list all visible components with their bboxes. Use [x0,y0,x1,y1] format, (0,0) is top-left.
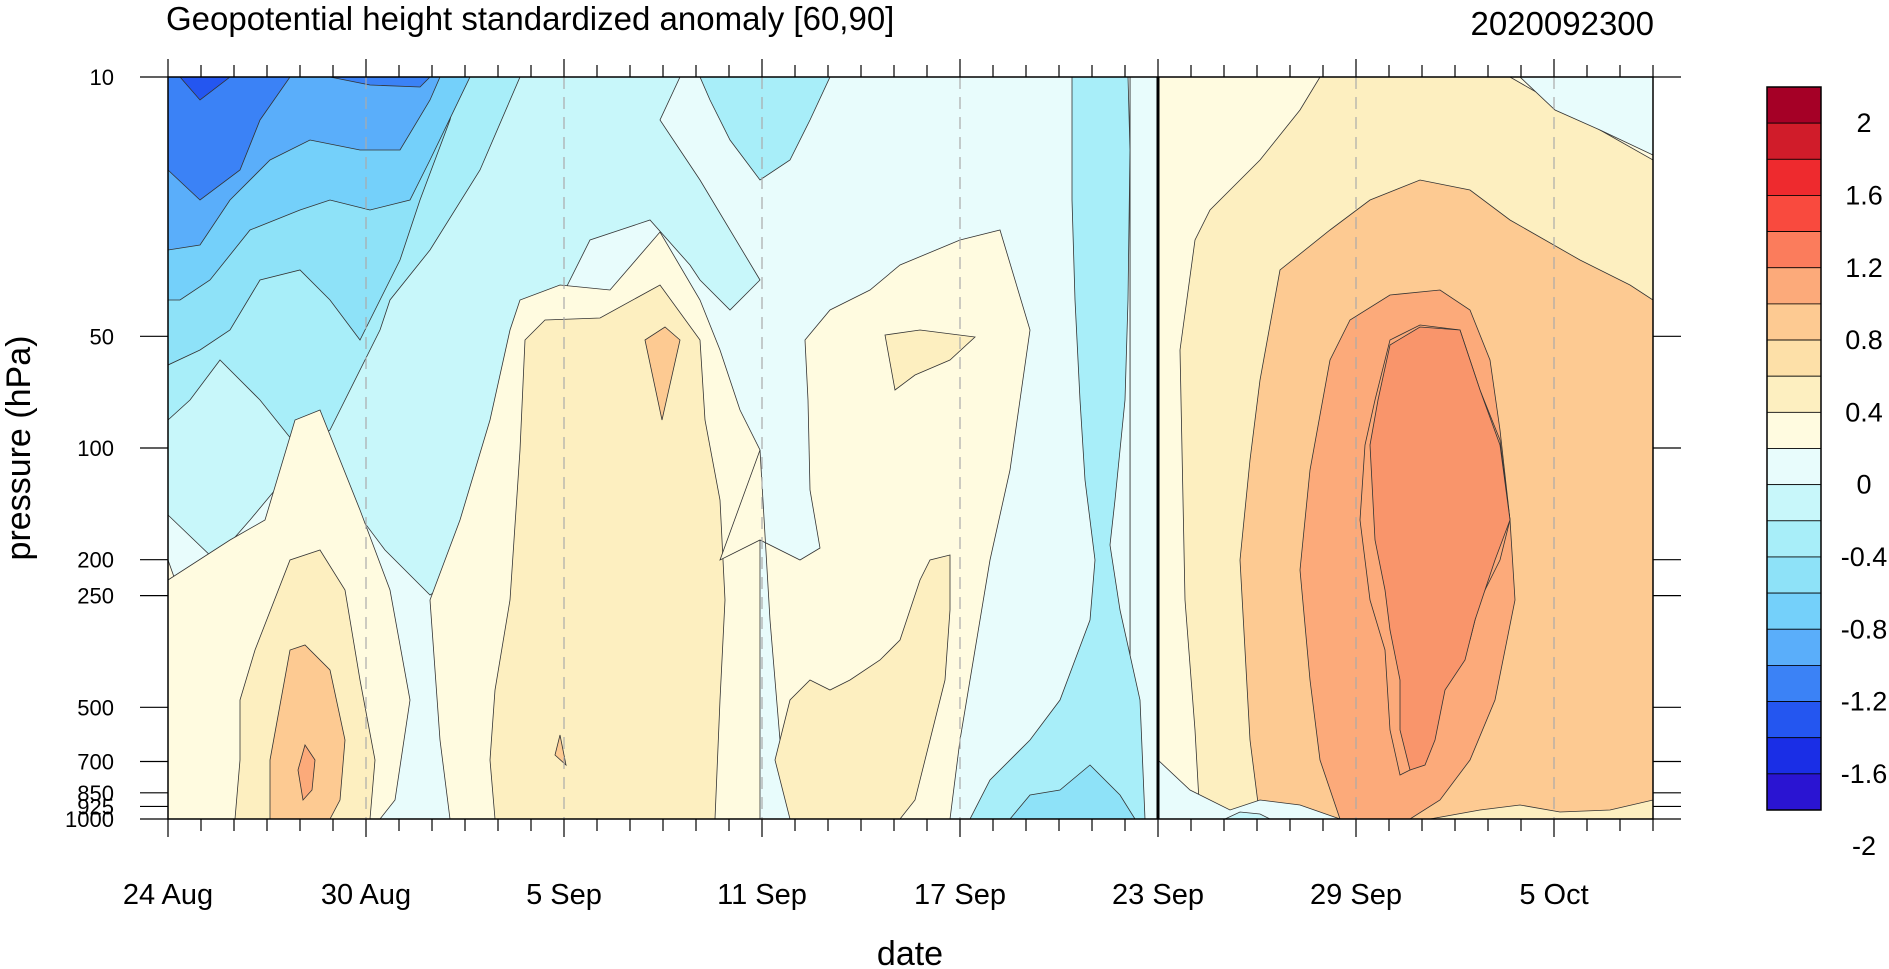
negative-column-fill [969,77,1146,819]
negative-mid-sep-fill [699,77,831,181]
colorbar-label: 0.4 [1845,397,1883,427]
colorbar-frame [1766,86,1822,811]
colorbar-swatch [1766,556,1822,594]
colorbar-label: 1.2 [1845,253,1883,283]
colorbar-swatch [1766,737,1822,775]
colorbar-swatch [1766,231,1822,269]
x-axis-title: date [877,935,943,969]
positive-early-sep-l3-fill [644,326,681,421]
positive-early-sep-l4-fill [554,734,567,767]
colorbar-swatch [1766,339,1822,377]
colorbar-swatch [1766,592,1822,630]
colorbar-swatch [1766,122,1822,160]
y-tick-label: 50 [90,324,114,349]
chart-title: Geopotential height standardized anomaly… [166,0,894,37]
negative-late-sep-bottom-deep-fill [1224,811,1271,819]
y-tick-label: 200 [77,548,114,573]
colorbar-label: -1.2 [1841,687,1888,717]
colorbar-swatch [1766,773,1822,811]
colorbar-swatch [1766,303,1822,341]
date-stamp: 2020092300 [1470,5,1654,42]
colorbar-swatch [1766,195,1822,232]
x-tick-label: 24 Aug [123,879,213,911]
y-tick-label: 700 [77,750,114,775]
y-tick-label: 925 [77,794,114,819]
colorbar-swatch [1766,520,1822,558]
colorbar-label: 0 [1856,470,1871,500]
colorbar-swatch [1766,375,1822,413]
positive-mid-sep-l3-fill [884,329,976,391]
colorbar-label: 0.8 [1845,325,1883,355]
colorbar-swatch [1766,484,1822,522]
x-tick-label: 30 Aug [321,879,411,911]
y-tick-label: 1000 [65,807,114,832]
negative-late-sep-bottom-fill [1157,759,1341,819]
x-tick-label: 29 Sep [1310,879,1402,911]
colorbar-swatch [1766,448,1822,486]
colorbar-label: -1.6 [1841,759,1888,789]
date-grid [365,77,1555,819]
colorbar-label: -0.8 [1841,614,1888,644]
colorbar-swatch [1766,86,1822,124]
colorbar-label: -2 [1852,831,1876,861]
y-tick-label: 250 [77,584,114,609]
colorbar-swatch [1766,665,1822,702]
negative-l7-fill [179,77,231,101]
colorbar-swatch [1766,628,1822,666]
y-axis-title: pressure (hPa) [0,336,38,561]
positive-late-aug-l3-fill [269,644,346,819]
x-tick-label: 5 Sep [526,879,602,911]
colorbar-swatch [1766,158,1822,196]
x-tick-label: 23 Sep [1112,879,1204,911]
positive-early-sep-l2-fill [489,284,726,819]
negative-column-deep-fill [1009,764,1136,819]
negative-l6-fill [168,77,291,201]
colorbar-label: 1.6 [1845,180,1883,210]
colorbar-swatch [1766,267,1822,305]
contour-field [168,77,1653,819]
x-tick-label: 11 Sep [717,879,807,911]
colorbar: 2 1.6 1.2 0.8 0.4 0 -0.4 -0.8 -1.2 -1.6 -2 [1766,86,1888,861]
negative-l7-fill-b [329,77,431,88]
y-tick-label: 10 [90,65,114,90]
y-tick-label: 100 [77,436,114,461]
x-tick-label: 17 Sep [914,879,1006,911]
colorbar-label: 2 [1856,108,1871,138]
positive-late-sep-l6-fill [1369,326,1511,771]
negative-late-sep-upper-right-fill [1519,77,1653,156]
x-tick-label: 5 Oct [1519,879,1588,911]
colorbar-swatch [1766,411,1822,449]
positive-late-aug-l4-fill [297,744,316,801]
colorbar-label: -0.4 [1841,542,1888,572]
x-axis: 24 Aug 30 Aug 5 Sep 11 Sep 17 Sep 23 Sep 29 Se… [123,59,1654,911]
y-tick-label: 500 [77,695,114,720]
colorbar-swatch [1766,701,1822,739]
positive-mid-sep-l2-fill [774,554,951,819]
y-tick-label: 850 [77,781,114,806]
